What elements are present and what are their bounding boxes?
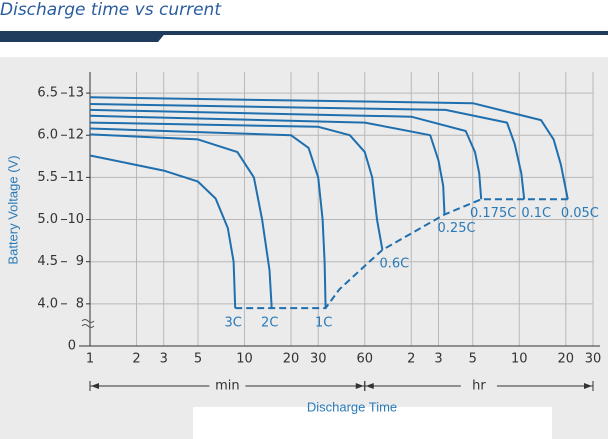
curve-label: 1C <box>315 316 332 331</box>
x-tick-label: 60 <box>356 352 373 367</box>
discharge-curve <box>89 108 483 200</box>
curve-label: 0.175C <box>470 206 516 221</box>
caption-box <box>193 407 552 439</box>
y-tick-label: 6.5 <box>37 86 58 101</box>
x-tick-label: 20 <box>558 352 575 367</box>
arrow-head <box>91 383 99 389</box>
y-tick-label: 6.0 <box>37 128 58 143</box>
discharge-curve <box>89 114 446 215</box>
discharge-curve <box>89 133 273 309</box>
x-tick-label: 10 <box>236 352 253 367</box>
chart: 1 2 3 5 10 20 30 60 2 3 5 10 20 304.04.55.05.56.06.58… <box>5 72 601 414</box>
curve-label: 0.25C <box>438 221 476 236</box>
curve-label: 0.1C <box>521 206 551 221</box>
curve-label: 2C <box>261 316 278 331</box>
y2-tick-label: 12 <box>67 128 84 143</box>
x-tick-label: 30 <box>585 352 602 367</box>
x-tick-label: 20 <box>283 352 300 367</box>
header-rule <box>158 31 608 35</box>
range-label: hr <box>472 379 486 394</box>
y-tick-label: 5.5 <box>37 170 58 185</box>
x-tick-label: 30 <box>310 352 327 367</box>
discharge-curve <box>89 154 237 309</box>
y2-tick-label: 9 <box>76 254 84 269</box>
x-tick-label: 2 <box>132 352 140 367</box>
y-tick-label: 5.0 <box>37 212 58 227</box>
arrow-head <box>584 383 592 389</box>
axis-break <box>81 319 95 328</box>
curve-label: 0.05C <box>561 206 599 221</box>
y2-tick-label: 8 <box>76 296 84 311</box>
x-tick-label: 3 <box>160 352 168 367</box>
discharge-curve <box>89 96 569 200</box>
curve-label: 3C <box>224 316 241 331</box>
x-tick-label: 3 <box>434 352 442 367</box>
y-tick-label: 4.0 <box>37 296 58 311</box>
y-break-label: 0 <box>68 339 76 354</box>
x-tick-label: 2 <box>407 352 415 367</box>
header-bar <box>0 31 167 42</box>
range-label-bg <box>209 378 246 394</box>
x-tick-label: 5 <box>194 352 202 367</box>
x-tick-label: 10 <box>511 352 528 367</box>
y-tick-label: 4.5 <box>37 254 58 269</box>
x-axis-label: Discharge Time <box>307 399 397 414</box>
range-label-bg <box>460 378 497 394</box>
x-tick-label: 5 <box>469 352 477 367</box>
cutoff-line <box>235 198 568 310</box>
y2-tick-label: 11 <box>67 170 84 185</box>
y2-tick-label: 13 <box>67 86 84 101</box>
x-tick-label: 1 <box>86 352 94 367</box>
range-label: min <box>215 379 240 394</box>
y-axis-label: Battery Voltage (V) <box>5 155 20 264</box>
page-title: Discharge time vs current <box>0 0 222 20</box>
discharge-curve <box>89 103 526 200</box>
arrow-head <box>355 383 364 389</box>
discharge-curve <box>89 127 327 309</box>
y2-tick-label: 10 <box>67 212 84 227</box>
discharge-curve <box>89 121 384 251</box>
curve-label: 0.6C <box>379 256 409 271</box>
arrow-head <box>365 383 374 389</box>
